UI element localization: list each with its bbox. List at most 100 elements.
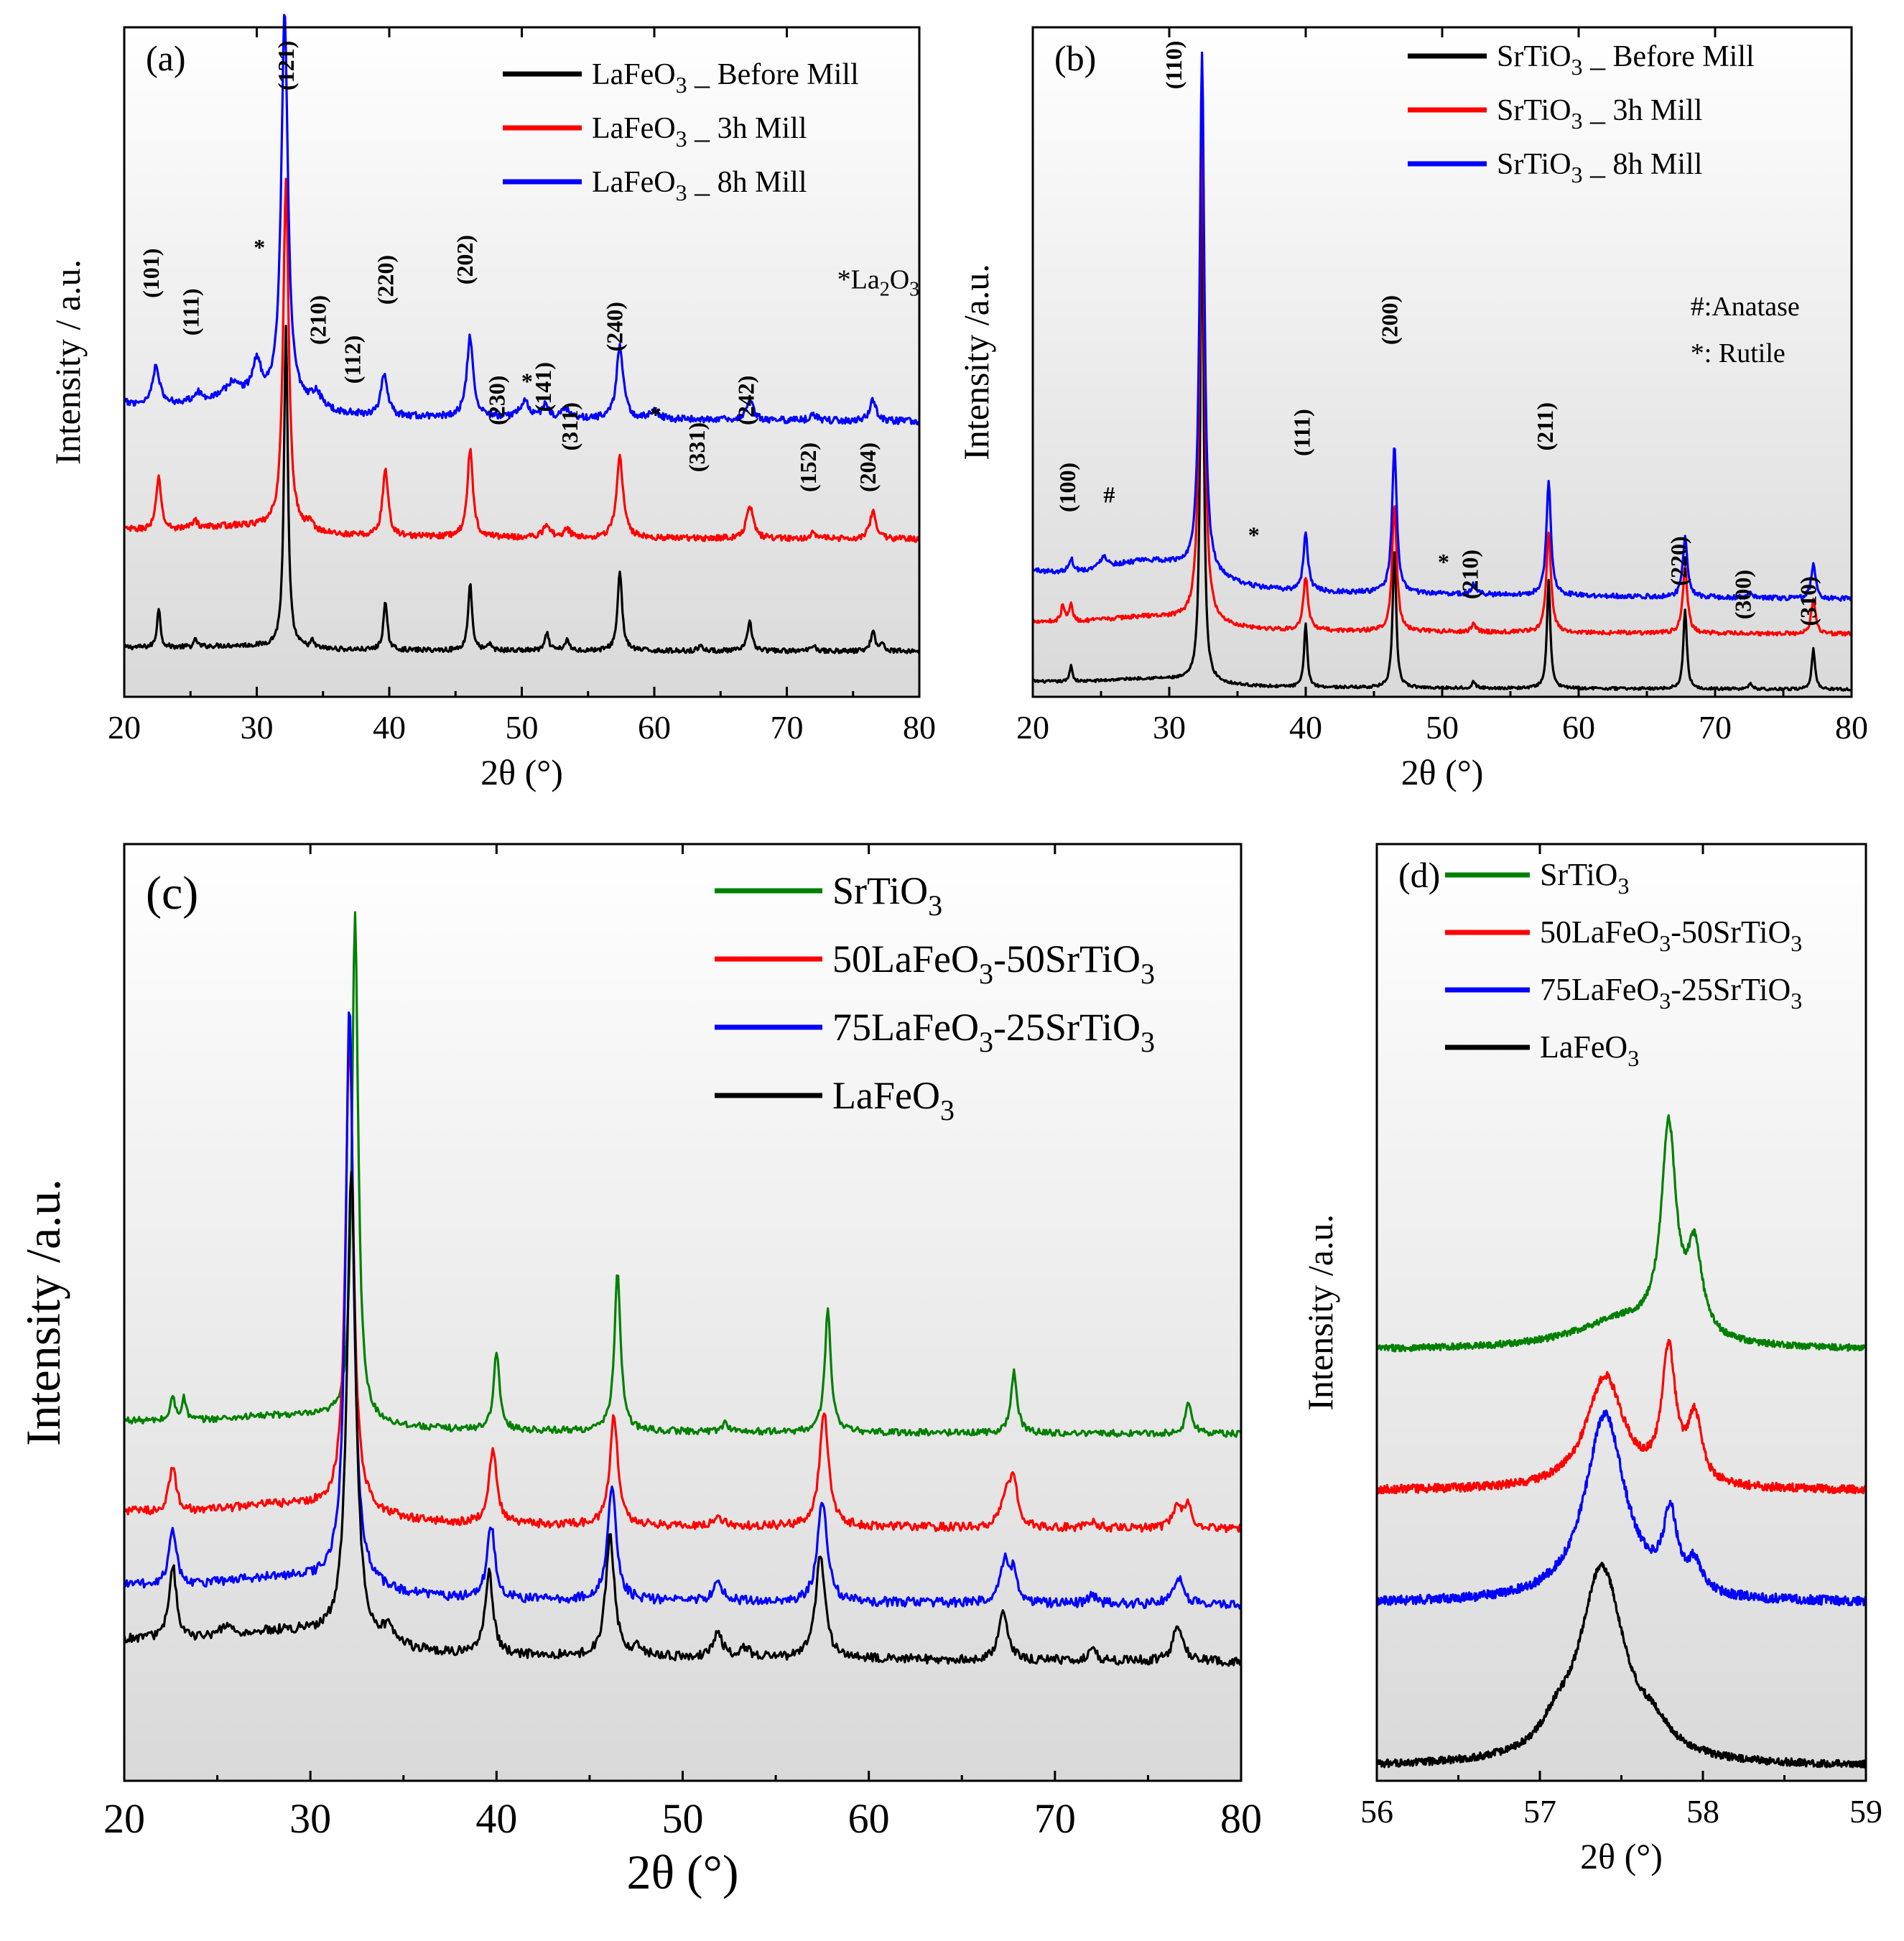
x-tick-label: 70 <box>771 709 804 746</box>
x-tick-label: 50 <box>662 1795 704 1842</box>
series-line-green <box>1375 1114 1867 1353</box>
x-axis-label: 2θ (°) <box>1580 1836 1663 1876</box>
x-tick-label: 80 <box>903 709 936 746</box>
x-tick-label: 60 <box>638 709 671 746</box>
x-tick-label: 30 <box>289 1795 331 1842</box>
x-tick-label: 40 <box>1289 709 1322 746</box>
peak-marker: * <box>650 402 661 427</box>
peak-index-label: (211) <box>1532 402 1558 451</box>
series-line-blue <box>1031 51 1853 602</box>
peak-index-label: (152) <box>795 443 821 492</box>
panel-label: (b) <box>1054 38 1096 78</box>
text-span: O <box>890 264 909 295</box>
phase-note: #:Anatase <box>1691 292 1800 322</box>
panel-label: (d) <box>1398 855 1440 895</box>
peak-index-label: (121) <box>273 41 299 91</box>
peak-index-label: (200) <box>1376 295 1402 345</box>
panel-a: 20 30 40 50 60 70 80 2θ (°) Intensity / a.u. (a) L… <box>47 14 936 792</box>
plot-background <box>124 27 919 697</box>
y-axis-label: Intensity /a.u. <box>16 1179 70 1446</box>
text-span: SrTiO <box>1497 148 1571 181</box>
peak-index-label: (240) <box>602 302 628 351</box>
text-span: LaFeO <box>592 166 676 199</box>
text-span: 3 <box>1141 1026 1155 1058</box>
text-span: -25SrTiO <box>1671 972 1791 1007</box>
x-tick-label: 56 <box>1360 1793 1393 1830</box>
text-span: 3 <box>1571 54 1583 80</box>
series-line-red <box>1375 1338 1867 1495</box>
text-span: SrTiO <box>1540 857 1617 892</box>
plot-background <box>1033 27 1852 697</box>
peak-index-label: (310) <box>1796 576 1821 626</box>
x-tick-label: 30 <box>241 709 274 746</box>
peak-index-label: (220) <box>373 255 399 305</box>
legend-label-blue: SrTiO3 _ 8h Mill <box>1497 148 1702 187</box>
series-line-blue <box>124 14 920 426</box>
text-span: 75LaFeO <box>1540 972 1659 1007</box>
x-tick-label: 80 <box>1835 709 1868 746</box>
x-axis-label: 2θ (°) <box>626 1845 738 1899</box>
text-span: 3 <box>676 180 687 205</box>
text-span: 3 <box>1659 988 1671 1014</box>
x-tick-label: 40 <box>475 1795 517 1842</box>
legend-label-blue: 75LaFeO3-25SrTiO3 <box>832 1006 1155 1058</box>
x-tick-label: 70 <box>1699 709 1732 746</box>
text-span: 3 <box>1627 1045 1639 1071</box>
x-tick-label: 50 <box>506 709 539 746</box>
x-tick-label: 59 <box>1849 1793 1882 1830</box>
peak-index-label: (220) <box>1666 536 1691 585</box>
series-line-blue <box>123 1011 1243 1610</box>
legend-label-green: SrTiO3 <box>1540 857 1629 899</box>
peak-index-label: (202) <box>452 235 478 284</box>
series-line-green <box>124 911 1243 1438</box>
text-span: _ 3h Mill <box>687 112 807 145</box>
peak-index-label: (111) <box>1289 409 1315 456</box>
text-span: 75LaFeO <box>832 1006 979 1049</box>
legend-label-black: LaFeO3 _ Before Mill <box>592 58 859 98</box>
legend-label-black: SrTiO3 _ Before Mill <box>1497 40 1755 80</box>
panel-label: (c) <box>146 867 198 919</box>
legend-label-black: LaFeO3 <box>832 1074 955 1126</box>
text-span: 3 <box>928 889 942 922</box>
legend: SrTiO350LaFeO3-50SrTiO375LaFeO3-25SrTiO3… <box>715 869 1155 1126</box>
text-span: 2 <box>880 278 890 300</box>
peak-marker: * <box>521 368 533 394</box>
text-span: 3 <box>1571 162 1583 187</box>
legend-label-green: SrTiO3 <box>832 869 942 922</box>
x-tick-label: 80 <box>1220 1795 1262 1842</box>
text-span: -25SrTiO <box>993 1006 1141 1049</box>
text-span: 3 <box>676 126 687 152</box>
peak-marker: * <box>1248 522 1260 548</box>
text-span: LaFeO <box>592 58 676 91</box>
legend-label-red: SrTiO3 _ 3h Mill <box>1497 94 1702 134</box>
text-span: -50SrTiO <box>993 937 1141 981</box>
series-line-red <box>123 1037 1243 1534</box>
y-axis-label: Intensity /a.u. <box>956 264 996 460</box>
legend-label-red: 50LaFeO3-50SrTiO3 <box>832 937 1155 990</box>
x-tick-label: 20 <box>103 1795 145 1842</box>
series-line-red <box>123 177 921 543</box>
peak-index-label: (311) <box>557 402 582 451</box>
text-span: _ Before Mill <box>1583 40 1755 73</box>
text-span: LaFeO <box>1540 1029 1627 1065</box>
text-span: 3 <box>1571 108 1583 134</box>
peak-index-label: (101) <box>138 249 164 298</box>
x-tick-label: 58 <box>1686 1793 1719 1830</box>
peak-marker: * <box>1438 549 1449 575</box>
text-span: *La <box>837 264 880 295</box>
peak-index-label: (210) <box>1457 550 1482 599</box>
x-axis-label: 2θ (°) <box>1401 752 1484 792</box>
legend-label-blue: 75LaFeO3-25SrTiO3 <box>1540 972 1802 1014</box>
text-span: 3 <box>979 958 993 990</box>
text-span: SrTiO <box>832 869 928 912</box>
x-tick-label: 50 <box>1426 709 1459 746</box>
peak-index-label: (204) <box>855 443 881 492</box>
text-span: LaFeO <box>832 1074 940 1117</box>
text-span: _ 8h Mill <box>1583 148 1703 181</box>
peak-index-label: (242) <box>733 376 758 425</box>
peak-index-label: (331) <box>684 422 710 472</box>
series-line-black <box>1376 1561 1867 1769</box>
legend-label-black: LaFeO3 <box>1540 1029 1639 1071</box>
